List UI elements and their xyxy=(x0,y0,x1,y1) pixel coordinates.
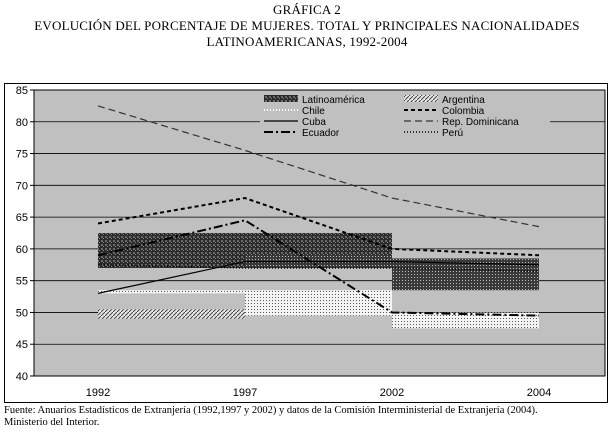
series-chile-band xyxy=(98,290,245,294)
series-line-colombia xyxy=(97,197,540,257)
title-line-3: LATINOAMERICANAS, 1992-2004 xyxy=(206,34,408,49)
legend-label: Rep. Dominicana xyxy=(442,117,519,128)
legend-label: Perú xyxy=(442,128,463,139)
x-tick-label: 1992 xyxy=(86,387,110,399)
legend-label: Chile xyxy=(302,106,325,117)
y-tick-label: 70 xyxy=(16,180,28,192)
series-line-ecuador xyxy=(97,219,540,317)
chart-title: GRÁFICA 2 EVOLUCIÓN DEL PORCENTAJE DE MU… xyxy=(0,2,614,50)
y-tick-label: 65 xyxy=(16,212,28,224)
series-chile-band xyxy=(245,290,392,316)
legend-label: Colombia xyxy=(442,106,485,117)
legend-label: Cuba xyxy=(302,117,326,128)
legend-label: Argentina xyxy=(442,95,485,106)
series-argentina-band xyxy=(98,309,245,319)
series-line-cuba xyxy=(97,261,540,294)
legend-label: Latinoamérica xyxy=(302,95,365,106)
y-tick-label: 75 xyxy=(16,149,28,161)
chart-frame: 40 45 50 55 60 65 70 75 80 85 1992 1997 2002 2004 Lati… xyxy=(4,83,608,403)
x-tick-label: 1997 xyxy=(233,387,257,399)
y-tick-label: 55 xyxy=(16,276,28,288)
y-tick-label: 45 xyxy=(16,339,28,351)
series-argentina-band xyxy=(392,312,539,329)
x-tick-label: 2002 xyxy=(380,387,404,399)
legend-label: Ecuador xyxy=(302,128,340,139)
y-tick-label: 40 xyxy=(16,371,28,383)
y-tick-label: 85 xyxy=(16,85,28,97)
y-tick-label: 60 xyxy=(16,244,28,256)
line-chart: 40 45 50 55 60 65 70 75 80 85 1992 1997 2002 2004 Lati… xyxy=(16,85,606,399)
source-line-2: Ministerio del Interior. xyxy=(4,417,100,428)
x-tick-label: 2004 xyxy=(527,387,551,399)
legend-key-argentina xyxy=(404,95,438,102)
y-tick-label: 80 xyxy=(16,117,28,129)
title-line-2: EVOLUCIÓN DEL PORCENTAJE DE MUJERES. TOT… xyxy=(34,18,580,33)
source-line-1: Fuente: Anuarios Estadísticos de Extranj… xyxy=(4,405,538,416)
title-line-1: GRÁFICA 2 xyxy=(273,2,341,17)
y-tick-label: 50 xyxy=(16,307,28,319)
plot-area: 40 45 50 55 60 65 70 75 80 85 1992 1997 2002 2004 Lati… xyxy=(16,85,606,399)
source-note: Fuente: Anuarios Estadísticos de Extranj… xyxy=(4,405,610,429)
legend-key-latinoam-rica xyxy=(264,95,298,102)
